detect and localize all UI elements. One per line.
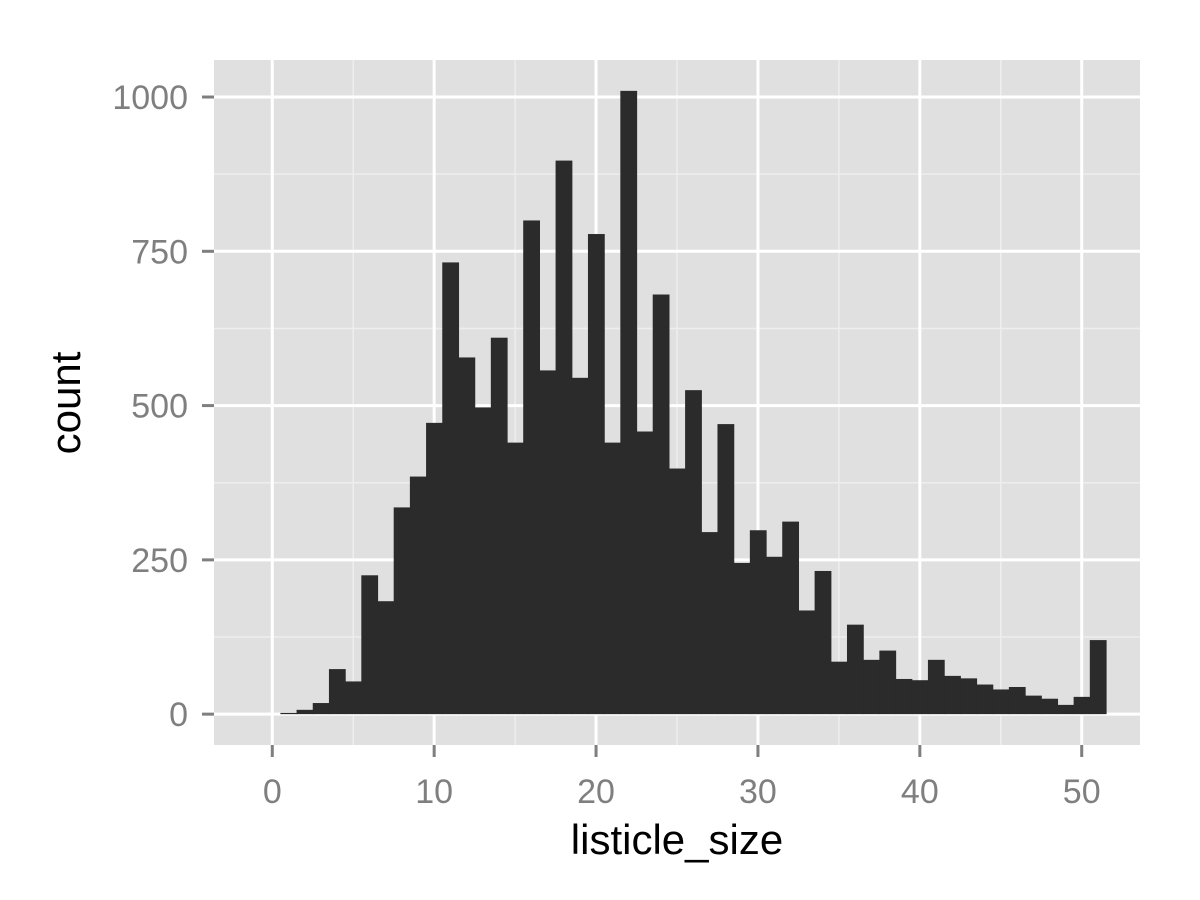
histogram-bar [895,678,913,715]
histogram-bar [701,532,719,715]
x-tick-label: 0 [263,773,282,811]
histogram-bar [296,709,314,715]
histogram-bar [1008,686,1026,715]
histogram-bar [409,476,427,715]
y-tick-label: 0 [169,696,188,734]
histogram-bar [976,684,994,715]
histogram-bars [280,90,1107,715]
x-tick-label: 10 [415,773,453,811]
histogram-bar [345,681,362,715]
histogram-bar [814,570,832,715]
histogram-bar [539,370,557,715]
x-tick-label: 30 [739,773,777,811]
histogram-bar [766,556,783,715]
histogram-bar [652,294,670,715]
y-axis: 0 250 500 750 1000 [112,79,214,734]
histogram-bar [636,431,654,715]
histogram-bar [571,377,589,715]
histogram-bar [846,624,864,715]
histogram-bar [927,659,945,715]
histogram-bar [798,610,816,715]
histogram-bar [1025,695,1042,715]
histogram-bar [377,601,395,715]
histogram-bar [280,712,298,715]
histogram-bar [458,357,476,715]
histogram-bar [1057,704,1075,715]
x-tick-label: 20 [577,773,615,811]
histogram-bar [863,659,880,715]
histogram-bar [474,407,492,715]
x-tick-label: 50 [1063,773,1101,811]
y-axis-title: count [42,351,89,454]
histogram-bar [620,90,638,715]
y-tick-label: 250 [131,542,188,580]
histogram-bar [911,680,929,715]
histogram-bar [587,234,605,715]
histogram-bar [490,337,508,715]
histogram-bar [312,703,330,715]
histogram-bar [1089,640,1107,715]
histogram-bar [782,521,800,715]
histogram-bar [992,689,1010,715]
histogram-bar [944,675,961,715]
x-tick-label: 40 [901,773,939,811]
histogram-bar [960,678,978,715]
histogram-bar [555,160,573,715]
histogram-bar [879,650,897,715]
histogram-bar [426,422,443,715]
y-tick-label: 500 [131,388,188,426]
histogram-bar [717,424,735,715]
histogram-bar [830,661,848,715]
histogram-bar [328,669,346,715]
histogram-bar [685,390,702,715]
x-axis: 0 10 20 30 40 50 [263,745,1101,811]
histogram-bar [733,562,751,715]
x-axis-title: listicle_size [571,816,783,863]
histogram-bar [393,507,411,715]
histogram-bar [749,530,767,715]
y-tick-label: 750 [131,233,188,271]
histogram-bar [442,262,460,715]
y-tick-label: 1000 [112,79,188,117]
histogram-bar [361,575,379,715]
histogram-bar [668,468,686,715]
histogram-bar [523,220,540,715]
histogram-bar [507,442,524,715]
histogram-bar [1073,696,1091,715]
histogram-bar [1041,698,1059,715]
histogram-bar [604,442,621,715]
